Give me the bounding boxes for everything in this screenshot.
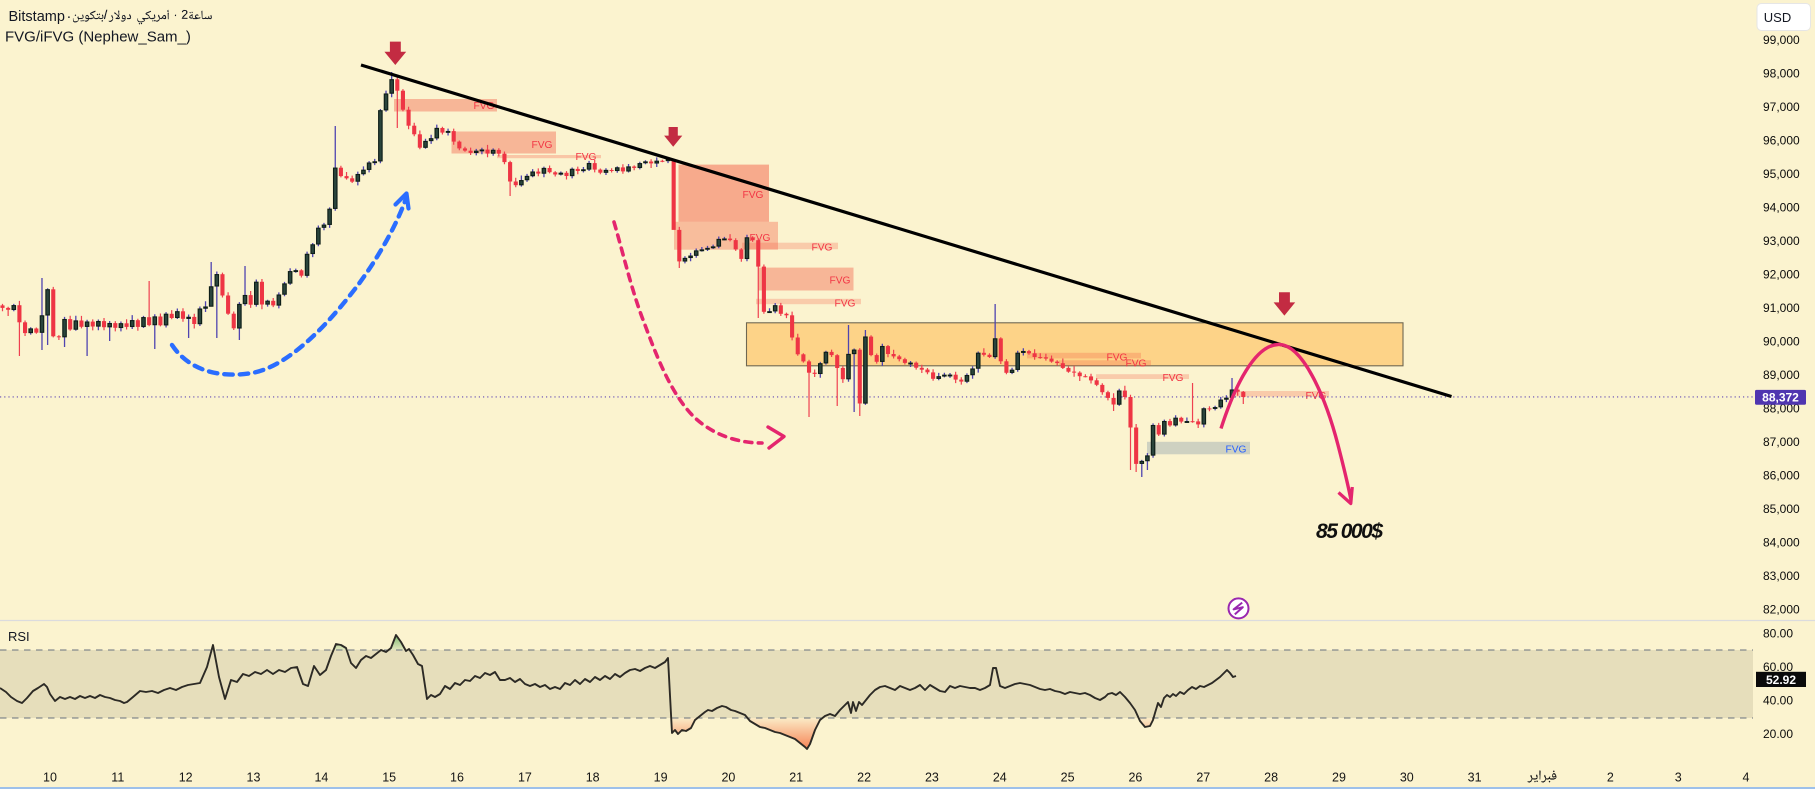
svg-text:11: 11 xyxy=(111,771,124,785)
svg-text:4: 4 xyxy=(1743,771,1750,785)
svg-text:FVG: FVG xyxy=(750,233,771,244)
svg-text:86,000: 86,000 xyxy=(1763,469,1800,483)
svg-text:23: 23 xyxy=(925,771,939,785)
svg-text:30: 30 xyxy=(1400,771,1414,785)
svg-text:24: 24 xyxy=(993,771,1007,785)
svg-text:90,000: 90,000 xyxy=(1763,335,1800,349)
svg-text:17: 17 xyxy=(518,771,532,785)
svg-text:97,000: 97,000 xyxy=(1763,100,1800,114)
svg-text:FVG: FVG xyxy=(812,243,833,254)
svg-text:FVG: FVG xyxy=(1107,353,1128,364)
svg-text:21: 21 xyxy=(789,771,803,785)
svg-text:FVG: FVG xyxy=(1126,358,1147,369)
svg-text:26: 26 xyxy=(1128,771,1142,785)
svg-text:22: 22 xyxy=(857,771,871,785)
svg-text:16: 16 xyxy=(450,771,464,785)
svg-text:18: 18 xyxy=(586,771,600,785)
svg-text:FVG: FVG xyxy=(1163,373,1184,384)
svg-text:94,000: 94,000 xyxy=(1763,201,1800,215)
svg-text:99,000: 99,000 xyxy=(1763,33,1800,47)
svg-text:20: 20 xyxy=(721,771,735,785)
svg-text:84,000: 84,000 xyxy=(1763,536,1800,550)
svg-text:FVG: FVG xyxy=(835,299,856,310)
svg-text:FVG/iFVG (Nephew_Sam_): FVG/iFVG (Nephew_Sam_) xyxy=(5,29,191,46)
svg-text:31: 31 xyxy=(1468,771,1482,785)
svg-text:93,000: 93,000 xyxy=(1763,234,1800,248)
svg-text:98,000: 98,000 xyxy=(1763,67,1800,81)
svg-text:15: 15 xyxy=(382,771,396,785)
svg-text:29: 29 xyxy=(1332,771,1346,785)
svg-text:FVG: FVG xyxy=(1226,445,1247,456)
svg-text:13: 13 xyxy=(247,771,261,785)
svg-text:40.00: 40.00 xyxy=(1763,693,1793,707)
svg-text:RSI: RSI xyxy=(8,629,30,644)
svg-text:FVG: FVG xyxy=(830,276,851,287)
svg-text:19: 19 xyxy=(654,771,668,785)
svg-text:87,000: 87,000 xyxy=(1763,435,1800,449)
svg-text:96,000: 96,000 xyxy=(1763,134,1800,148)
svg-text:25: 25 xyxy=(1061,771,1075,785)
svg-text:28: 28 xyxy=(1264,771,1278,785)
svg-text:27: 27 xyxy=(1196,771,1210,785)
svg-text:3: 3 xyxy=(1675,771,1682,785)
svg-text:FVG: FVG xyxy=(532,140,553,151)
svg-text:60.00: 60.00 xyxy=(1763,660,1793,674)
svg-text:88,372: 88,372 xyxy=(1762,391,1799,405)
svg-text:FVG: FVG xyxy=(1306,391,1327,402)
svg-text:82,000: 82,000 xyxy=(1763,603,1800,617)
svg-text:92,000: 92,000 xyxy=(1763,268,1800,282)
svg-text:85,000: 85,000 xyxy=(1763,502,1800,516)
svg-text:95,000: 95,000 xyxy=(1763,167,1800,181)
svg-text:·: · xyxy=(67,9,72,25)
svg-text:Bitstamp: Bitstamp xyxy=(9,9,65,25)
svg-text:80.00: 80.00 xyxy=(1763,626,1793,640)
svg-text:FVG: FVG xyxy=(743,190,764,201)
svg-text:88,000: 88,000 xyxy=(1763,402,1800,416)
svg-text:83,000: 83,000 xyxy=(1763,569,1800,583)
svg-text:20.00: 20.00 xyxy=(1763,727,1793,741)
svg-text:85 000$: 85 000$ xyxy=(1316,520,1383,543)
svg-text:2: 2 xyxy=(1607,771,1614,785)
svg-text:FVG: FVG xyxy=(474,101,495,112)
svg-text:91,000: 91,000 xyxy=(1763,301,1800,315)
svg-text:52.92: 52.92 xyxy=(1766,673,1796,687)
svg-text:12: 12 xyxy=(179,771,193,785)
svg-text:14: 14 xyxy=(314,771,328,785)
svg-text:89,000: 89,000 xyxy=(1763,368,1800,382)
svg-text:FVG: FVG xyxy=(576,152,597,163)
svg-text:USD: USD xyxy=(1764,10,1791,25)
svg-text:10: 10 xyxy=(43,771,57,785)
